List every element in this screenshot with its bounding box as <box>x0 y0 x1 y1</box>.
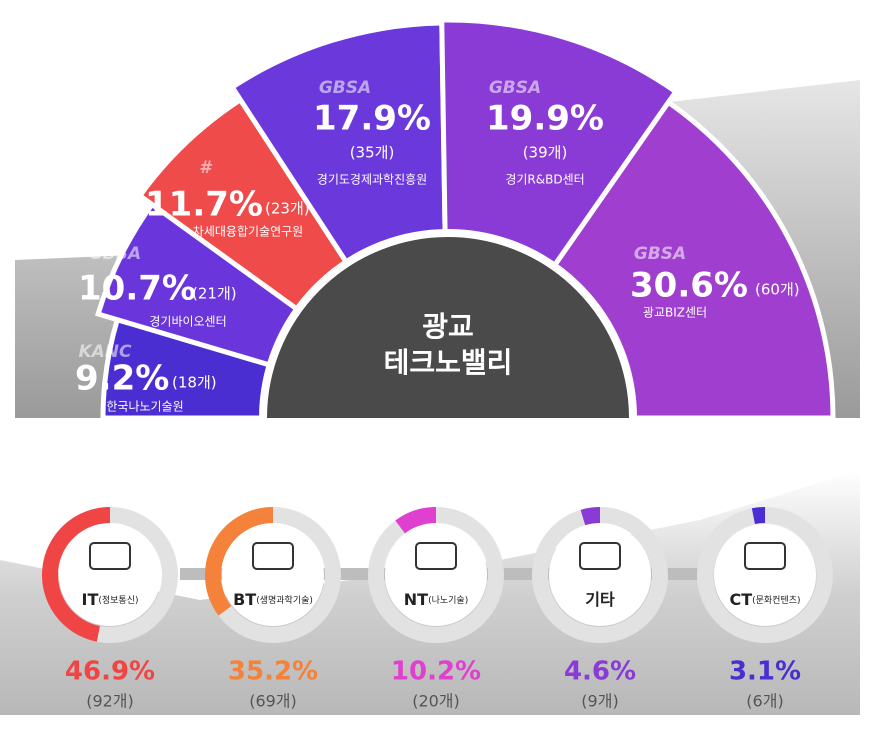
ring-arc <box>751 507 766 525</box>
count-label: (60개) <box>755 281 800 299</box>
ring-center <box>59 524 161 626</box>
ring-center <box>549 524 651 626</box>
logo: GBSA <box>634 244 686 264</box>
count-label: (21개) <box>192 285 237 303</box>
count-label: (69개) <box>249 692 297 711</box>
center-circle <box>259 229 637 418</box>
center-label: 테크노밸리 <box>384 346 513 379</box>
percent-label: 4.6% <box>564 657 636 687</box>
ring-label: NT(나노기술) <box>404 590 468 609</box>
ring-arc <box>42 507 111 642</box>
ring-center <box>714 524 816 626</box>
percent-label: 3.1% <box>729 657 801 687</box>
category-label: 경기R&BD센터 <box>505 173 584 187</box>
sub-label: (정보통신) <box>98 595 138 606</box>
sub-label: (생명과학기술) <box>256 595 313 606</box>
logo: # <box>199 158 213 178</box>
percent-label: 9.2% <box>75 359 169 399</box>
icon <box>579 542 621 570</box>
ring-arc <box>205 507 274 616</box>
rings: IT(정보통신) 46.9% (92개) BT(생명과학기술) 35.2% (69개) NT… <box>42 507 833 711</box>
percent-label: 11.7% <box>145 185 263 225</box>
logo: GBSA <box>319 78 371 98</box>
count-label: (23개) <box>265 200 310 218</box>
icon <box>252 542 294 570</box>
icon <box>744 542 786 570</box>
ring-center <box>385 524 487 626</box>
percent-label: 19.9% <box>486 99 604 139</box>
category-label: 경기바이오센터 <box>149 315 226 329</box>
ring-label: BT(생명과학기술) <box>233 590 313 609</box>
percent-label: 10.7% <box>78 269 196 309</box>
logo: GBSA <box>89 244 141 264</box>
ring-label: IT(정보통신) <box>81 590 138 609</box>
percent-label: 46.9% <box>65 657 155 687</box>
percent-label: 35.2% <box>228 657 318 687</box>
category-label: CT <box>729 590 752 609</box>
category-label: IT <box>81 590 98 609</box>
ring-center <box>222 524 324 626</box>
count-label: (20개) <box>412 692 460 711</box>
count-label: (35개) <box>350 144 395 162</box>
category-label: 한국나노기술원 <box>106 400 183 414</box>
icon <box>89 542 131 570</box>
center-label: 광교 <box>422 310 474 343</box>
count-label: (9개) <box>581 692 618 711</box>
percent-label: 17.9% <box>313 99 431 139</box>
category-label: NT <box>404 590 428 609</box>
logo: GBSA <box>489 78 541 98</box>
icon <box>415 542 457 570</box>
percent-label: 30.6% <box>630 266 748 306</box>
category-label: 광교BIZ센터 <box>643 306 707 320</box>
category-label: 차세대융합기술연구원 <box>193 225 303 239</box>
logo: KANC <box>78 342 132 362</box>
category-label: BT <box>233 590 256 609</box>
count-label: (39개) <box>523 144 568 162</box>
count-label: (6개) <box>746 692 783 711</box>
percent-label: 10.2% <box>391 657 481 687</box>
sub-label: (나노기술) <box>428 595 468 606</box>
category-label: 기타 <box>585 590 615 609</box>
sub-label: (문화컨텐츠) <box>752 595 800 606</box>
ring-label: 기타 <box>585 590 615 609</box>
ring-arc <box>395 507 437 534</box>
count-label: (92개) <box>86 692 134 711</box>
ring-label: CT(문화컨텐츠) <box>729 590 800 609</box>
count-label: (18개) <box>172 374 217 392</box>
ring-arc <box>580 507 601 526</box>
category-label: 경기도경제과학진흥원 <box>317 173 427 187</box>
